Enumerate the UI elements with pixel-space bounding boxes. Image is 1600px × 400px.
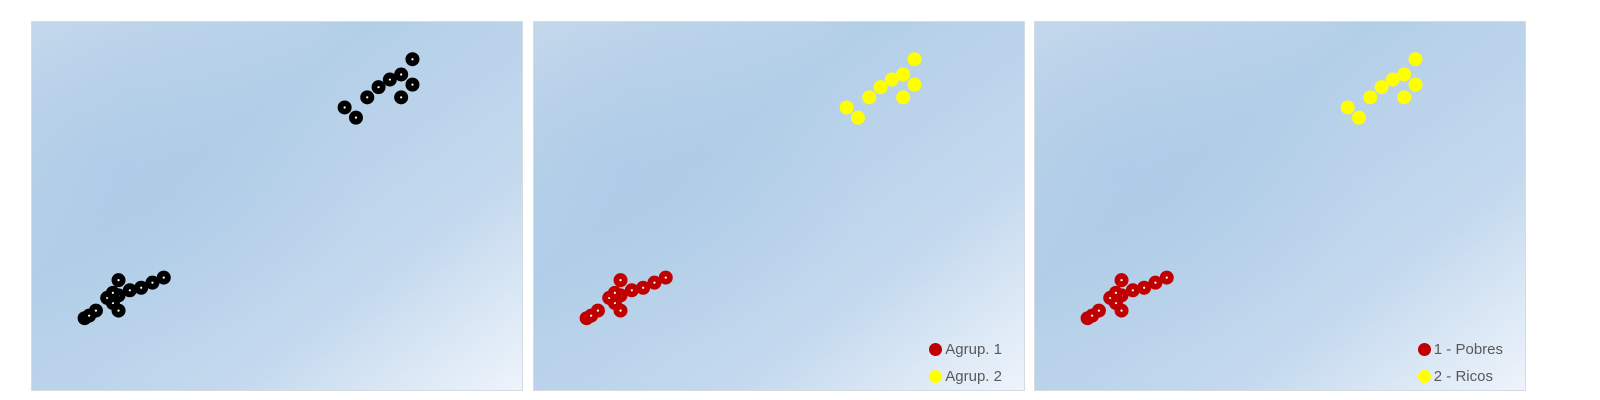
chart-legend: 1 - Pobres 2 - Ricos (1417, 336, 1503, 390)
series-1 (77, 52, 420, 326)
data-point-center (596, 309, 600, 312)
data-point-center (613, 291, 616, 294)
series-1 (1080, 270, 1174, 326)
data-point-center (88, 314, 91, 317)
data-point-center (1114, 291, 1117, 294)
data-point (896, 67, 911, 82)
data-point-center (619, 279, 622, 282)
legend-marker (929, 370, 943, 383)
data-point-center (1165, 276, 1168, 279)
data-point-center (117, 309, 120, 312)
data-point (839, 100, 854, 115)
data-point (1363, 90, 1378, 105)
data-point (1397, 90, 1412, 105)
chart-plot-area (534, 22, 1024, 390)
data-point-center (117, 279, 120, 282)
data-point-center (619, 309, 622, 312)
data-point-center (140, 286, 143, 289)
data-point-center (411, 83, 414, 86)
data-point-center (377, 86, 380, 89)
data-point-center (388, 78, 391, 81)
data-point (896, 90, 911, 105)
legend-label: Agrup. 2 (945, 368, 1002, 385)
data-point-center (590, 314, 593, 317)
legend-marker (929, 343, 943, 356)
data-point (1385, 72, 1400, 87)
data-point-center (366, 96, 369, 99)
legend-marker (1417, 343, 1431, 356)
legend-label: 1 - Pobres (1433, 341, 1503, 358)
series-2 (839, 52, 922, 125)
legend-item: Agrup. 2 (929, 363, 1002, 390)
series-2 (1340, 52, 1423, 125)
data-point-center (94, 309, 98, 312)
legend-item: 1 - Pobres (1417, 336, 1503, 363)
data-point-center (128, 289, 131, 292)
data-point-center (1154, 281, 1157, 284)
data-point (907, 52, 922, 67)
data-point-center (1131, 289, 1134, 292)
data-point (873, 80, 888, 95)
series-1 (579, 270, 673, 326)
legend-label: 2 - Ricos (1433, 368, 1493, 385)
data-point-center (111, 291, 114, 294)
data-point-center (151, 281, 154, 284)
data-point (1374, 80, 1389, 95)
legend-item: 2 - Ricos (1417, 363, 1503, 390)
scatter-chart-ungrouped (31, 21, 523, 391)
chart-plot-area (32, 22, 522, 390)
chart-legend: Agrup. 1 Agrup. 2 (929, 336, 1002, 390)
data-point-center (653, 281, 656, 284)
data-point (884, 72, 899, 87)
chart-plot-area (1035, 22, 1525, 390)
data-point-center (1091, 314, 1094, 317)
scatter-chart-groups: Agrup. 1 Agrup. 2 (533, 21, 1025, 391)
data-point-center (400, 73, 403, 76)
data-point-center (354, 116, 358, 119)
data-point-center (400, 96, 403, 99)
data-point (1397, 67, 1412, 82)
data-point-center (1120, 309, 1123, 312)
data-point-center (1097, 309, 1101, 312)
data-point-center (1143, 286, 1146, 289)
data-point (1340, 100, 1355, 115)
data-point (1408, 52, 1423, 67)
legend-label: Agrup. 1 (945, 341, 1002, 358)
data-point-center (642, 286, 645, 289)
scatter-chart-classes: 1 - Pobres 2 - Ricos (1034, 21, 1526, 391)
data-point (1351, 110, 1366, 125)
chart-background-shade (32, 22, 522, 390)
data-point (850, 110, 865, 125)
legend-marker (1417, 370, 1431, 383)
data-point-center (411, 58, 414, 61)
chart-background-shade (1035, 22, 1525, 390)
data-point-center (162, 276, 165, 279)
data-point-center (664, 276, 667, 279)
data-point-center (630, 289, 633, 292)
data-point-center (343, 106, 346, 109)
legend-item: Agrup. 1 (929, 336, 1002, 363)
chart-background-shade (534, 22, 1024, 390)
data-point (862, 90, 877, 105)
data-point-center (1120, 279, 1123, 282)
data-point (1408, 77, 1423, 92)
data-point (907, 77, 922, 92)
